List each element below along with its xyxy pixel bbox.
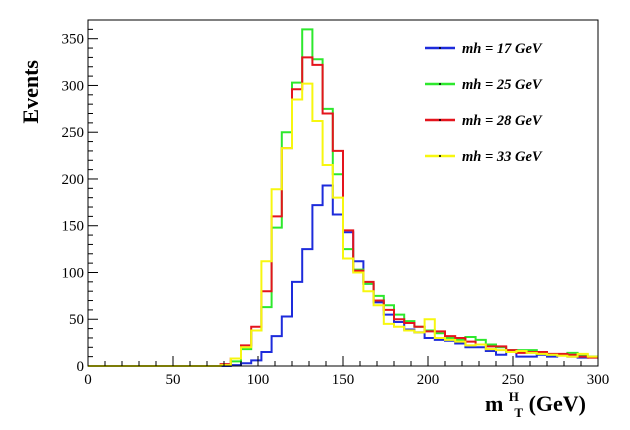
- x-tick-label: 0: [84, 372, 92, 388]
- legend-marker: [439, 47, 441, 49]
- legend-marker: [439, 83, 441, 85]
- y-axis-label: Events: [18, 60, 43, 124]
- y-tick-label: 350: [62, 32, 85, 48]
- y-tick-label: 50: [69, 312, 84, 328]
- ticks-layer: 0 50 100 150 200 250 300 0 50 100 150 200 250 300 350: [62, 19, 610, 388]
- legend-label: mh = 33 GeV: [462, 149, 543, 165]
- x-tick-label: 100: [247, 372, 270, 388]
- y-tick-label: 0: [77, 359, 85, 375]
- legend-marker: [439, 155, 441, 157]
- y-tick-label: 100: [62, 265, 85, 281]
- y-tick-label: 200: [62, 172, 85, 188]
- y-tick-label: 250: [62, 125, 85, 141]
- x-axis-label-subscript: T: [514, 405, 523, 420]
- series-line-mh-33-gev: [88, 82, 598, 367]
- y-tick-label: 150: [62, 219, 85, 235]
- y-tick-label: 300: [62, 78, 85, 94]
- x-tick-label: 250: [502, 372, 525, 388]
- legend-label: mh = 28 GeV: [462, 113, 543, 129]
- legend: mh = 17 GeV mh = 25 GeV mh = 28 GeV mh = 33…: [425, 41, 543, 165]
- legend-label: mh = 25 GeV: [462, 77, 543, 93]
- series-layer: [88, 28, 598, 367]
- x-tick-label: 50: [166, 372, 181, 388]
- legend-label: mh = 17 GeV: [462, 41, 543, 57]
- x-axis-label-unit: (GeV): [529, 391, 586, 416]
- x-tick-label: 200: [417, 372, 440, 388]
- x-axis-label: m H T (GeV): [485, 381, 586, 422]
- x-tick-label: 150: [332, 372, 355, 388]
- x-axis-label-main: m: [485, 391, 503, 416]
- x-tick-label: 300: [587, 372, 610, 388]
- legend-marker: [439, 119, 441, 121]
- x-axis-label-superscript: H: [509, 389, 519, 404]
